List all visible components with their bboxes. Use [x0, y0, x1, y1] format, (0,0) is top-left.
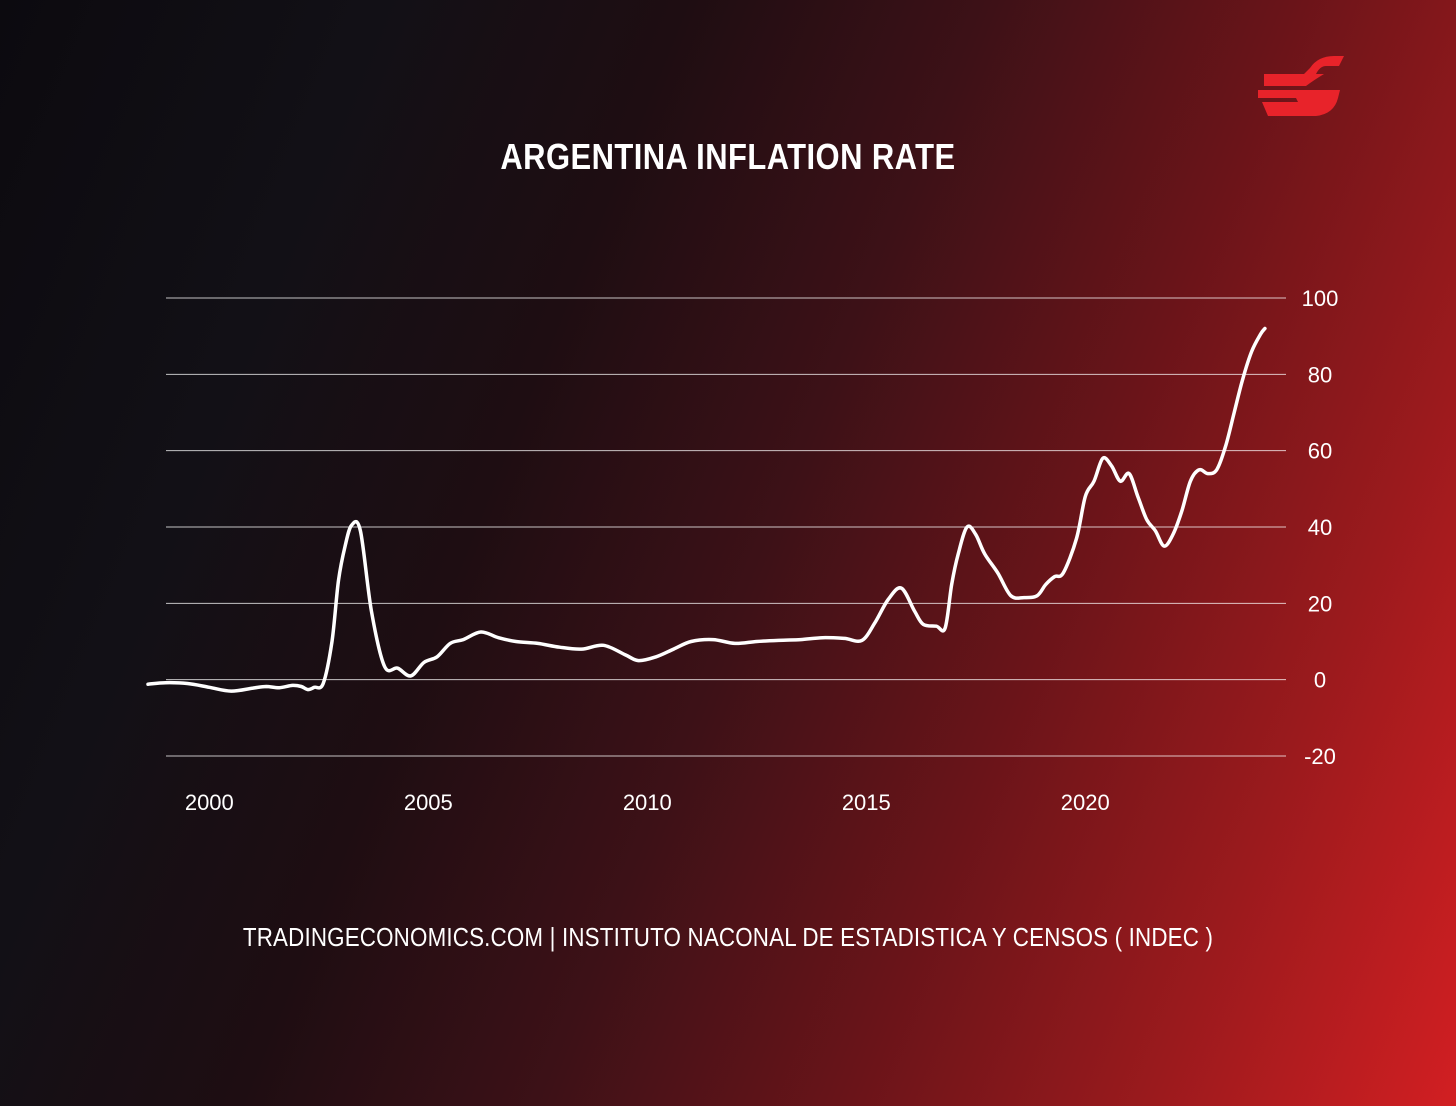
inflation-line	[146, 326, 1267, 693]
x-tick-label: 2020	[1061, 790, 1110, 815]
brand-logo-icon	[1258, 56, 1344, 116]
grid-lines	[166, 297, 1286, 757]
x-tick-label: 2015	[842, 790, 891, 815]
chart-title: ARGENTINA INFLATION RATE	[500, 136, 956, 177]
y-axis-ticks: -20 0 20 40 60 80 100	[1302, 286, 1339, 769]
y-tick-label: -20	[1304, 744, 1336, 769]
y-tick-label: 20	[1308, 591, 1332, 616]
y-tick-label: 0	[1314, 668, 1326, 693]
x-axis-ticks: 2000 2005 2010 2015 2020	[185, 790, 1110, 815]
y-tick-label: 80	[1308, 362, 1332, 387]
y-tick-label: 100	[1302, 286, 1339, 311]
y-tick-label: 60	[1308, 439, 1332, 464]
logo-upper-shape	[1264, 56, 1344, 86]
logo-lower-shape	[1258, 90, 1340, 116]
x-tick-label: 2000	[185, 790, 234, 815]
y-tick-label: 40	[1308, 515, 1332, 540]
x-tick-label: 2010	[623, 790, 672, 815]
x-tick-label: 2005	[404, 790, 453, 815]
source-credit: TRADINGECONOMICS.COM | INSTITUTO NACONAL…	[242, 922, 1214, 952]
